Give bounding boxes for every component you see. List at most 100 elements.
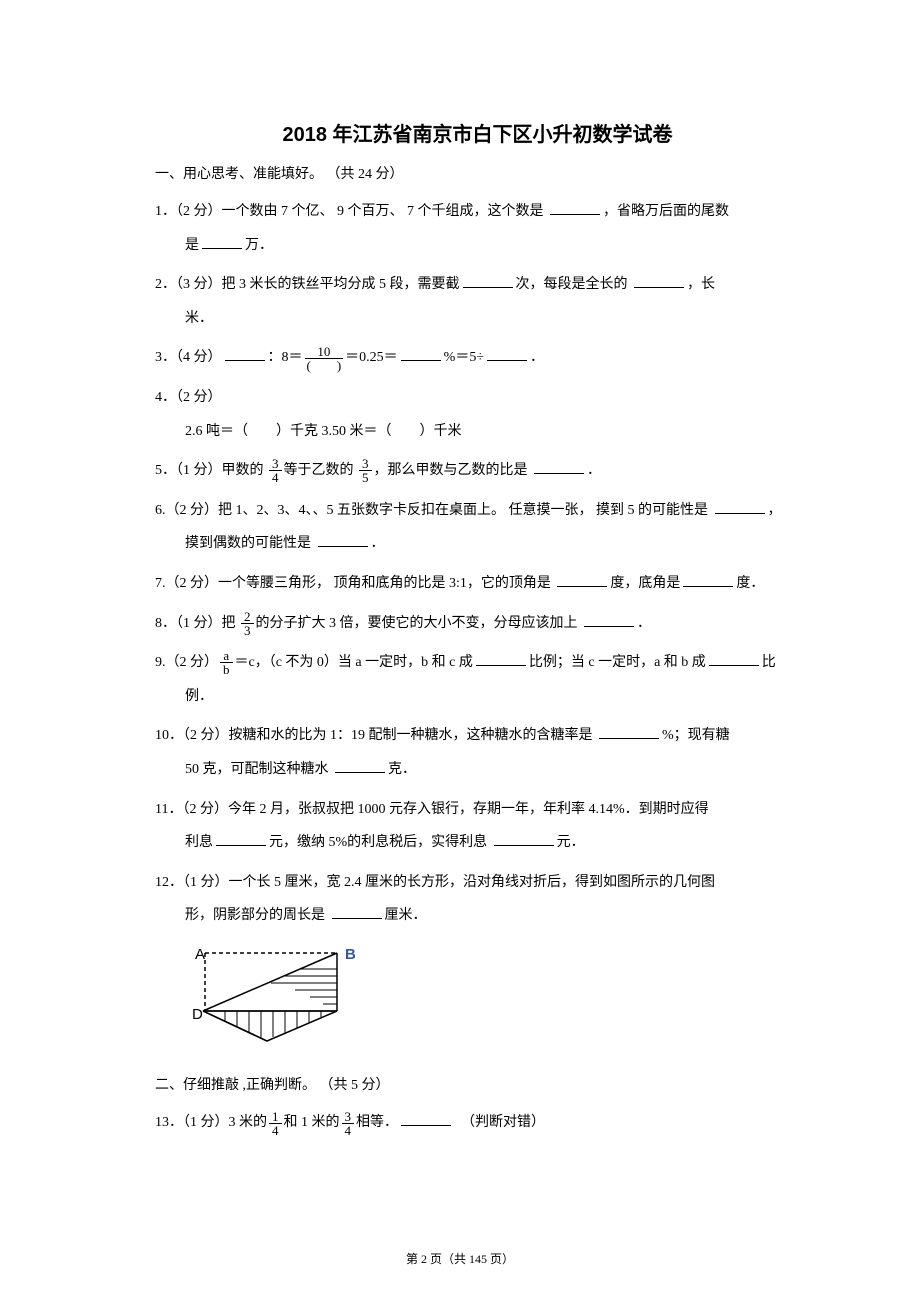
- q13-text-a: 13．（1 分）3 米的: [155, 1115, 267, 1130]
- q2-text-c: ，长: [687, 277, 715, 292]
- q7-text-a: 7.（2 分）一个等腰三角形， 顶角和底角的比是 3:1，它的顶角是: [155, 576, 554, 591]
- question-12: 12．（1 分）一个长 5 厘米，宽 2.4 厘米的长方形，沿对角线对折后，得到…: [155, 866, 800, 1065]
- blank[interactable]: [709, 652, 759, 666]
- blank[interactable]: [401, 347, 441, 361]
- q13-text-c: 相等．: [356, 1115, 398, 1130]
- q1-text-b: ，省略万后面的尾数: [603, 204, 729, 219]
- q10-text-a: 10．（2 分）按糖和水的比为 1：19 配制一种糖水，这种糖水的含糖率是: [155, 728, 596, 743]
- q12-text-c: 厘米．: [385, 908, 427, 923]
- blank[interactable]: [634, 274, 684, 288]
- blank[interactable]: [487, 347, 527, 361]
- denominator: 5: [359, 471, 372, 484]
- label-d: D: [192, 1006, 203, 1023]
- numerator: a: [220, 649, 233, 663]
- q9-text-d: 比: [762, 655, 776, 670]
- blank[interactable]: [225, 347, 265, 361]
- blank[interactable]: [683, 573, 733, 587]
- question-6: 6.（2 分）把 1、2、3、4、、5 五张数字卡反扣在桌面上。 任意摸一张， …: [155, 494, 800, 561]
- q13-text-d: （判断对错）: [461, 1115, 545, 1130]
- denominator: b: [220, 663, 233, 676]
- fraction: ab: [220, 649, 233, 676]
- blank[interactable]: [202, 235, 242, 249]
- denominator: 4: [269, 471, 282, 484]
- blank[interactable]: [715, 500, 765, 514]
- q11-text-c: 元，缴纳 5%的利息税后，实得利息: [269, 835, 491, 850]
- q9-text-c: 比例；当 c 一定时，a 和 b 成: [529, 655, 706, 670]
- q5-text-b: 等于乙数的: [284, 463, 358, 478]
- blank[interactable]: [401, 1112, 451, 1126]
- numerator: 10: [305, 345, 344, 359]
- exam-title: 2018 年江苏省南京市白下区小升初数学试卷: [155, 118, 800, 147]
- blank[interactable]: [599, 725, 659, 739]
- q4-line1: 4．（2 分）: [155, 381, 800, 415]
- q11-text-b: 利息: [185, 835, 213, 850]
- q6-text-d: ．: [371, 536, 385, 551]
- label-b: B: [345, 946, 356, 963]
- section-1-header: 一、用心思考、准能填好。 （共 24 分）: [155, 163, 800, 183]
- denominator: ( ): [305, 359, 344, 372]
- fraction: 10( ): [305, 345, 344, 372]
- q11-text-d: 元．: [557, 835, 585, 850]
- fraction: 34: [342, 1110, 355, 1137]
- numerator: 1: [269, 1110, 282, 1124]
- q1-text-d: 万．: [245, 238, 273, 253]
- blank[interactable]: [332, 905, 382, 919]
- fraction: 35: [359, 457, 372, 484]
- q8-text-b: 的分子扩大 3 倍，要使它的大小不变，分母应该加上: [256, 616, 582, 631]
- question-9: 9.（2 分）ab＝c，（c 不为 0）当 a 一定时，b 和 c 成 比例；当 …: [155, 646, 800, 713]
- blank[interactable]: [216, 832, 266, 846]
- q2-text-d: 米．: [185, 311, 213, 326]
- question-13: 13．（1 分）3 米的14和 1 米的34相等． （判断对错）: [155, 1106, 800, 1140]
- numerator: 2: [241, 610, 254, 624]
- numerator: 3: [342, 1110, 355, 1124]
- blank[interactable]: [463, 274, 513, 288]
- q9-text-a: 9.（2 分）: [155, 655, 218, 670]
- q5-text-c: ，那么甲数与乙数的比是: [374, 463, 532, 478]
- q3-text-c: ＝0.25＝: [345, 350, 398, 365]
- blank[interactable]: [550, 201, 600, 215]
- question-5: 5．（1 分）甲数的 34等于乙数的 35，那么甲数与乙数的比是 ．: [155, 454, 800, 488]
- fraction: 14: [269, 1110, 282, 1137]
- denominator: 4: [342, 1124, 355, 1137]
- blank[interactable]: [557, 573, 607, 587]
- blank[interactable]: [584, 613, 634, 627]
- q3-text-b: ：8＝: [268, 350, 303, 365]
- blank[interactable]: [534, 460, 584, 474]
- q3-text-e: ．: [530, 350, 544, 365]
- section-2-header: 二、仔细推敲 ,正确判断。 （共 5 分）: [155, 1074, 800, 1094]
- denominator: 3: [241, 624, 254, 637]
- blank[interactable]: [335, 759, 385, 773]
- q8-text-c: ．: [637, 616, 651, 631]
- q9-text-b: ＝c，（c 不为 0）当 a 一定时，b 和 c 成: [235, 655, 473, 670]
- question-2: 2．（3 分）把 3 米长的铁丝平均分成 5 段，需要截次，每段是全长的 ，长 …: [155, 268, 800, 335]
- label-a: A: [195, 946, 205, 963]
- q1-text-c: 是: [185, 238, 199, 253]
- question-7: 7.（2 分）一个等腰三角形， 顶角和底角的比是 3:1，它的顶角是 度，底角是…: [155, 567, 800, 601]
- numerator: 3: [269, 457, 282, 471]
- q10-text-b: %；现有糖: [662, 728, 730, 743]
- q7-text-c: 度．: [736, 576, 764, 591]
- blank[interactable]: [318, 533, 368, 547]
- q6-text-b: ，: [768, 503, 782, 518]
- blank[interactable]: [476, 652, 526, 666]
- question-4: 4．（2 分） 2.6 吨＝（ ）千克 3.50 米＝（ ）千米: [155, 381, 800, 448]
- q13-text-b: 和 1 米的: [284, 1115, 340, 1130]
- question-3: 3．（4 分）：8＝10( )＝0.25＝%＝5÷．: [155, 341, 800, 375]
- fraction: 23: [241, 610, 254, 637]
- q12-text-a: 12．（1 分）一个长 5 厘米，宽 2.4 厘米的长方形，沿对角线对折后，得到…: [155, 875, 715, 890]
- question-10: 10．（2 分）按糖和水的比为 1：19 配制一种糖水，这种糖水的含糖率是 %；…: [155, 719, 800, 786]
- q8-text-a: 8．（1 分）把: [155, 616, 239, 631]
- q7-text-b: 度，底角是: [610, 576, 680, 591]
- q9-text-e: 例．: [185, 689, 213, 704]
- q1-text-a: 1．（2 分）一个数由 7 个亿、 9 个百万、 7 个千组成，这个数是: [155, 204, 547, 219]
- q5-text-a: 5．（1 分）甲数的: [155, 463, 267, 478]
- question-1: 1．（2 分）一个数由 7 个亿、 9 个百万、 7 个千组成，这个数是 ，省略…: [155, 195, 800, 262]
- page-footer: 第 2 页（共 145 页）: [0, 1250, 920, 1267]
- q2-text-b: 次，每段是全长的: [516, 277, 632, 292]
- question-8: 8．（1 分）把 23的分子扩大 3 倍，要使它的大小不变，分母应该加上 ．: [155, 607, 800, 641]
- blank[interactable]: [494, 832, 554, 846]
- q12-text-b: 形，阴影部分的周长是: [185, 908, 329, 923]
- q10-text-d: 克．: [388, 762, 416, 777]
- q3-text-d: %＝5÷: [444, 350, 484, 365]
- q2-text-a: 2．（3 分）把 3 米长的铁丝平均分成 5 段，需要截: [155, 277, 460, 292]
